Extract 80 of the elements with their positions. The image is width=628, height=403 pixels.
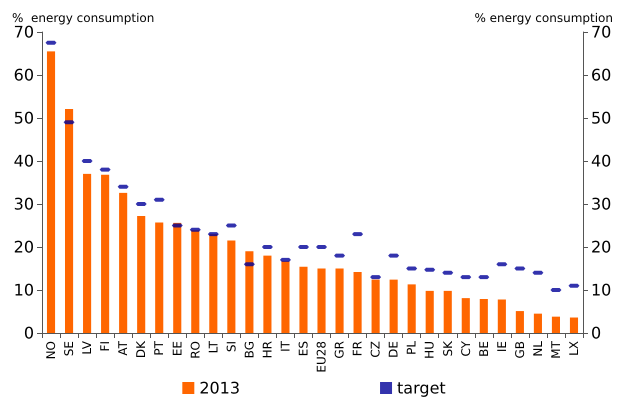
bar (137, 216, 146, 333)
y2-tick-label: 10 (591, 280, 612, 300)
x-tick-label: MT (548, 340, 563, 359)
bar (245, 251, 254, 333)
bar (462, 298, 470, 333)
x-tick-label: IE (494, 341, 509, 352)
y2-tick-label: 20 (591, 238, 612, 256)
x-tick-label: BG (242, 341, 256, 358)
x-tick-label: DK (134, 340, 148, 358)
bar (534, 314, 542, 333)
bar (299, 266, 308, 333)
y-tick-label: 30 (14, 194, 34, 214)
y-tick-label: 60 (14, 66, 34, 84)
y-tick-label: 10 (14, 280, 34, 300)
x-tick-label: GB (512, 341, 527, 359)
y-tick-label: 40 (14, 152, 34, 170)
x-tick-label: IT (278, 340, 292, 352)
y2-tick-label: 0 (591, 324, 602, 342)
y-tick-label: 20 (14, 238, 34, 256)
x-tick-label: LT (206, 340, 220, 354)
bar (173, 222, 182, 333)
bar (155, 222, 164, 333)
bar (191, 230, 200, 333)
y-tick-label: 70 (14, 22, 34, 42)
bar (570, 318, 578, 333)
bar (263, 256, 272, 333)
bar (46, 51, 56, 333)
y2-tick-label: 50 (591, 108, 612, 128)
y2-tick-label: 30 (591, 194, 612, 214)
x-tick-label: SE (62, 341, 76, 356)
y-tick-label: 0 (24, 324, 34, 342)
x-tick-label: PL (404, 340, 419, 355)
bar (209, 234, 218, 333)
x-tick-label: EU28 (314, 341, 329, 373)
x-tick-label: SI (224, 341, 238, 352)
x-tick-label: PT (152, 340, 166, 356)
bar (498, 299, 506, 333)
y2-axis-title: % energy consumption (474, 11, 613, 25)
bar (480, 299, 488, 333)
bar (335, 268, 344, 333)
bar (354, 272, 362, 333)
x-tick-label: AT (116, 340, 130, 356)
bar (444, 290, 452, 333)
x-tick-label: CZ (368, 341, 383, 358)
x-tick-label: DE (386, 341, 401, 358)
y2-tick-label: 70 (591, 22, 612, 42)
bar (390, 280, 398, 333)
bar (281, 261, 290, 333)
bar (101, 174, 110, 333)
legend-label: target (397, 378, 446, 398)
x-tick-label: ES (296, 341, 310, 356)
y2-tick-label: 60 (591, 66, 612, 84)
bar (64, 108, 74, 333)
x-tick-label: SK (440, 340, 455, 356)
x-tick-label: RO (188, 341, 202, 359)
x-tick-label: HU (422, 341, 437, 359)
x-tick-label: HR (260, 341, 274, 358)
x-tick-label: FI (98, 341, 112, 352)
x-tick-label: NO (44, 341, 58, 360)
bar (227, 240, 236, 333)
bar (408, 284, 416, 333)
bar (552, 316, 560, 333)
bar (83, 174, 92, 333)
bar (426, 290, 434, 333)
bar (516, 311, 524, 333)
x-tick-label: FR (350, 341, 365, 356)
bar (119, 192, 128, 333)
x-tick-label: LX (566, 341, 581, 356)
x-tick-label: CY (458, 340, 473, 356)
x-tick-label: NL (530, 340, 545, 357)
y2-tick-label: 40 (591, 152, 612, 170)
legend-label: 2013 (199, 378, 240, 398)
x-tick-label: BE (476, 341, 491, 357)
y-axis-title: % energy consumption (12, 11, 154, 25)
x-tick-label: GR (332, 341, 347, 359)
bar (372, 280, 380, 333)
bar (317, 268, 326, 333)
y-tick-label: 50 (14, 108, 34, 128)
x-tick-label: EE (170, 341, 184, 356)
x-tick-label: LV (80, 340, 94, 355)
